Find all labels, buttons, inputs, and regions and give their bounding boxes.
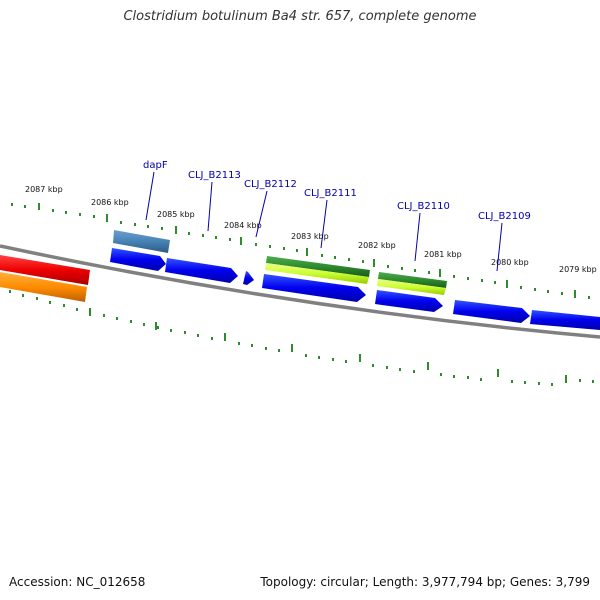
gene-label-clj-b2113: CLJ_B2113 (188, 170, 241, 181)
feature-green-clj-b2110 (377, 272, 447, 295)
ruler-label: 2083 kbp (291, 232, 329, 241)
ruler-label: 2080 kbp (491, 258, 529, 267)
ruler-labels: 2087 kbp 2086 kbp 2085 kbp 2084 kbp 2083… (25, 185, 597, 274)
cds-arrows (110, 248, 600, 330)
gene-label-clj-b2109: CLJ_B2109 (478, 211, 531, 222)
genome-summary-text: Topology: circular; Length: 3,977,794 bp… (260, 575, 590, 589)
red-track (0, 255, 90, 285)
ruler-label: 2086 kbp (91, 198, 129, 207)
orange-track (0, 272, 87, 302)
ruler-label: 2081 kbp (424, 250, 462, 259)
accession-text: Accession: NC_012658 (9, 575, 146, 589)
feature-teal-dapf (113, 230, 170, 253)
gene-labels: dapF CLJ_B2113 CLJ_B2112 CLJ_B2111 CLJ_B… (143, 160, 531, 272)
genome-backbone (0, 244, 600, 339)
gene-label-dapf: dapF (143, 160, 168, 171)
ruler-label: 2087 kbp (25, 185, 63, 194)
ruler-label: 2085 kbp (157, 210, 195, 219)
outer-ruler-ticks (11, 203, 590, 299)
gene-label-clj-b2110: CLJ_B2110 (397, 201, 450, 212)
inner-ruler-ticks (9, 290, 594, 386)
map-title: Clostridium botulinum Ba4 str. 657, comp… (123, 9, 477, 24)
feature-green-clj-b2111 (265, 256, 370, 284)
ruler-label: 2084 kbp (224, 221, 262, 230)
gene-label-clj-b2111: CLJ_B2111 (304, 188, 357, 199)
ruler-label: 2079 kbp (559, 265, 597, 274)
ruler-label: 2082 kbp (358, 241, 396, 250)
gene-label-clj-b2112: CLJ_B2112 (244, 179, 297, 190)
